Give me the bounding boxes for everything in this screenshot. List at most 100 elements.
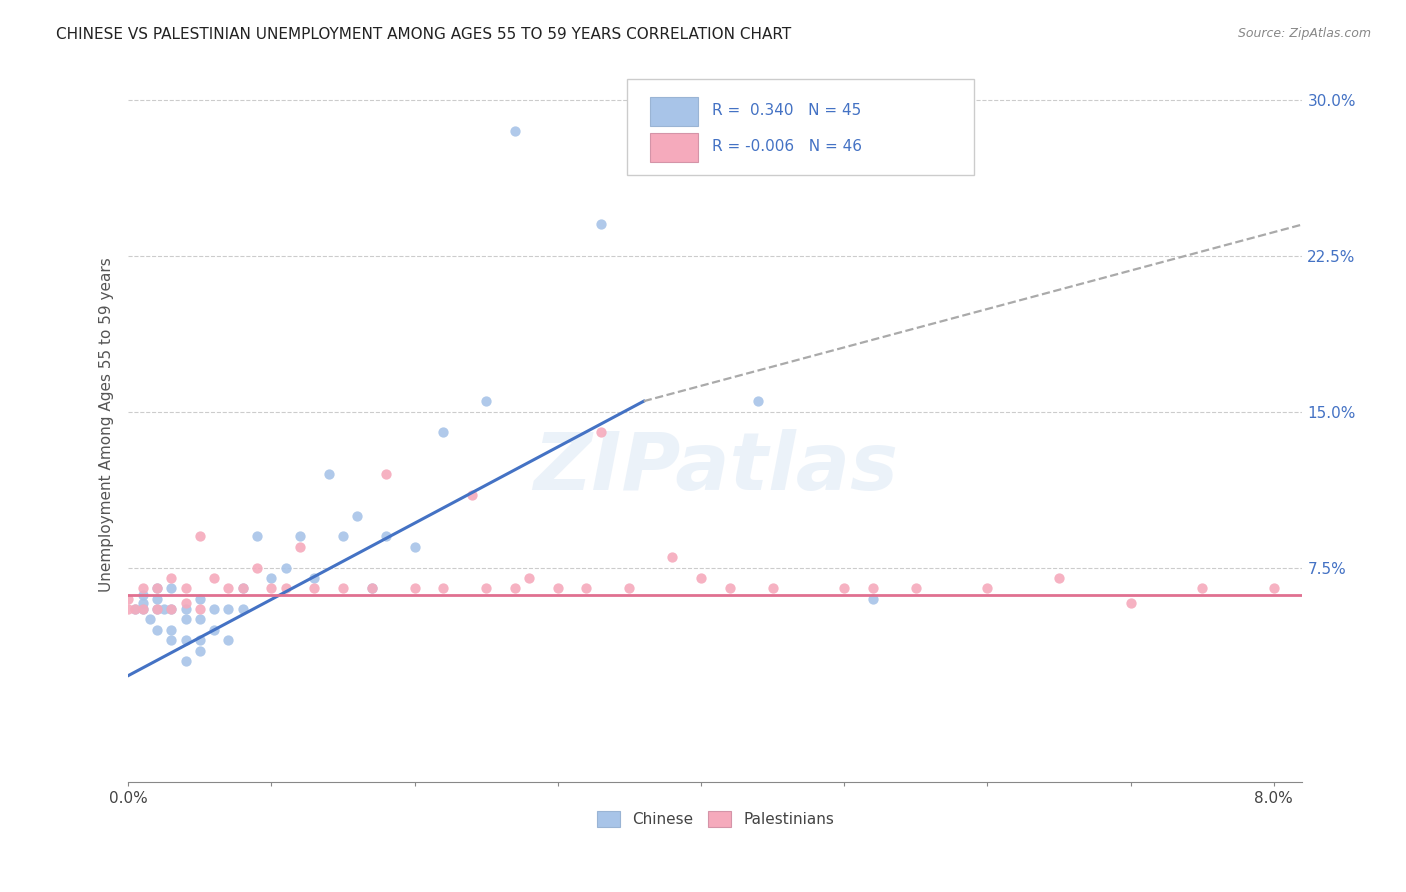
Point (503, 582, 526, 596)
Text: R =  0.340   N = 45: R = 0.340 N = 45 (711, 103, 860, 118)
Point (619, 582, 641, 596)
Point (174, 633, 197, 648)
Point (188, 591, 211, 606)
Point (718, 582, 741, 596)
Point (589, 425, 612, 440)
Point (232, 582, 254, 596)
Point (131, 596, 153, 610)
Point (131, 588, 153, 602)
Point (146, 602, 169, 616)
Point (304, 571, 326, 585)
Point (475, 394, 498, 409)
Point (288, 529, 311, 543)
Point (432, 582, 454, 596)
Point (246, 560, 269, 574)
Legend: Chinese, Palestinians: Chinese, Palestinians (589, 804, 842, 835)
Point (146, 623, 169, 637)
Point (117, 591, 139, 606)
Point (202, 571, 225, 585)
Point (404, 540, 426, 554)
Point (862, 591, 884, 606)
Point (375, 529, 398, 543)
Point (160, 571, 183, 585)
Point (1119, 596, 1142, 610)
Point (375, 467, 398, 481)
Point (160, 633, 183, 648)
Point (188, 643, 211, 657)
Point (174, 582, 197, 596)
Point (589, 218, 612, 232)
Point (160, 623, 183, 637)
Point (274, 582, 297, 596)
Point (1047, 571, 1070, 585)
Point (246, 529, 269, 543)
Point (232, 582, 254, 596)
Point (332, 582, 354, 596)
Point (188, 602, 211, 616)
Point (174, 612, 197, 626)
Point (976, 582, 998, 596)
Point (503, 124, 526, 138)
Point (260, 582, 283, 596)
Text: Source: ZipAtlas.com: Source: ZipAtlas.com (1237, 27, 1371, 40)
Point (202, 623, 225, 637)
Point (124, 602, 146, 616)
Point (318, 467, 340, 481)
Point (1263, 582, 1285, 596)
Point (146, 582, 169, 596)
Point (432, 425, 454, 440)
Point (117, 602, 139, 616)
Point (661, 550, 683, 565)
Point (690, 571, 713, 585)
Point (346, 508, 368, 523)
Point (232, 602, 254, 616)
FancyBboxPatch shape (650, 97, 697, 127)
Text: ZIPatlas: ZIPatlas (533, 429, 898, 507)
Point (288, 540, 311, 554)
Point (862, 582, 884, 596)
Point (475, 582, 498, 596)
Point (461, 488, 484, 502)
Point (146, 591, 169, 606)
Point (174, 596, 197, 610)
Point (188, 633, 211, 648)
Point (146, 602, 169, 616)
Point (832, 582, 855, 596)
Point (131, 602, 153, 616)
Point (904, 582, 927, 596)
Point (747, 394, 769, 409)
Point (575, 582, 598, 596)
Point (138, 612, 160, 626)
Point (218, 582, 240, 596)
Point (517, 571, 540, 585)
Point (174, 602, 197, 616)
Point (360, 582, 382, 596)
Point (218, 602, 240, 616)
Point (202, 602, 225, 616)
Point (124, 602, 146, 616)
Point (188, 529, 211, 543)
Point (188, 612, 211, 626)
Text: R = -0.006   N = 46: R = -0.006 N = 46 (711, 139, 862, 153)
FancyBboxPatch shape (650, 133, 697, 162)
Point (160, 602, 183, 616)
Point (547, 582, 569, 596)
Point (218, 633, 240, 648)
Point (174, 654, 197, 668)
Point (332, 529, 354, 543)
FancyBboxPatch shape (627, 79, 974, 176)
Point (762, 582, 785, 596)
Y-axis label: Unemployment Among Ages 55 to 59 years: Unemployment Among Ages 55 to 59 years (100, 258, 114, 592)
Point (160, 582, 183, 596)
Point (274, 560, 297, 574)
Point (404, 582, 426, 596)
Point (160, 602, 183, 616)
Point (131, 602, 153, 616)
Point (304, 582, 326, 596)
Point (153, 602, 176, 616)
Point (1191, 582, 1213, 596)
Point (146, 582, 169, 596)
Point (260, 571, 283, 585)
Point (131, 582, 153, 596)
Point (360, 582, 382, 596)
